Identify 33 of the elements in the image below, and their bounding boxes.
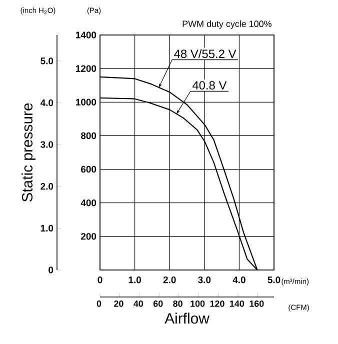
y-tick-label: 200: [81, 233, 96, 240]
y2-tick-label: 4.0: [40, 99, 54, 106]
chart-title: PWM duty cycle 100%: [182, 20, 272, 29]
y2-tick-label: 2.0: [40, 183, 54, 190]
x-tick-label: 2.0: [163, 276, 176, 284]
x2-tick-label: 160: [250, 300, 264, 307]
x2-tick-label: 140: [230, 300, 244, 307]
text: 48 V/55.2 V: [174, 49, 236, 58]
x-tick-label: 5.0: [268, 276, 280, 284]
y-tick-label: 400: [80, 200, 96, 206]
x2-tick-label: 40: [134, 300, 144, 307]
y2-tick-label: 1.0: [40, 224, 54, 232]
y2-axis-title: Static pressure: [22, 103, 36, 202]
x-tick-label: 3.0: [198, 276, 211, 284]
y-tick-label: 800: [80, 132, 96, 140]
y-tick-label: 1200: [76, 65, 96, 72]
x2-tick-label: 60: [153, 300, 163, 307]
x-tick-label: 0: [98, 276, 102, 284]
x2-tick-label: 0: [96, 300, 102, 307]
x-axis-title: Airflow: [164, 312, 210, 324]
y-tick-label: 1400: [76, 32, 96, 38]
text: 40.8 V: [192, 81, 227, 90]
y2-tick-label: 0: [48, 266, 54, 274]
x2-tick-label: 20: [114, 300, 124, 307]
y2-tick-label: 3.0: [40, 141, 54, 148]
y-tick-label: 1000: [76, 98, 96, 106]
x2-tick-label: 80: [173, 300, 182, 307]
x2-tick-label: 100: [190, 300, 205, 307]
y-tick-label: 600: [81, 166, 96, 173]
x-tick-label: 4.0: [232, 276, 246, 284]
x2-tick-label: 120: [210, 300, 224, 307]
x-tick-label: 1.0: [128, 276, 141, 284]
y2-tick-label: 5.0: [40, 58, 54, 64]
